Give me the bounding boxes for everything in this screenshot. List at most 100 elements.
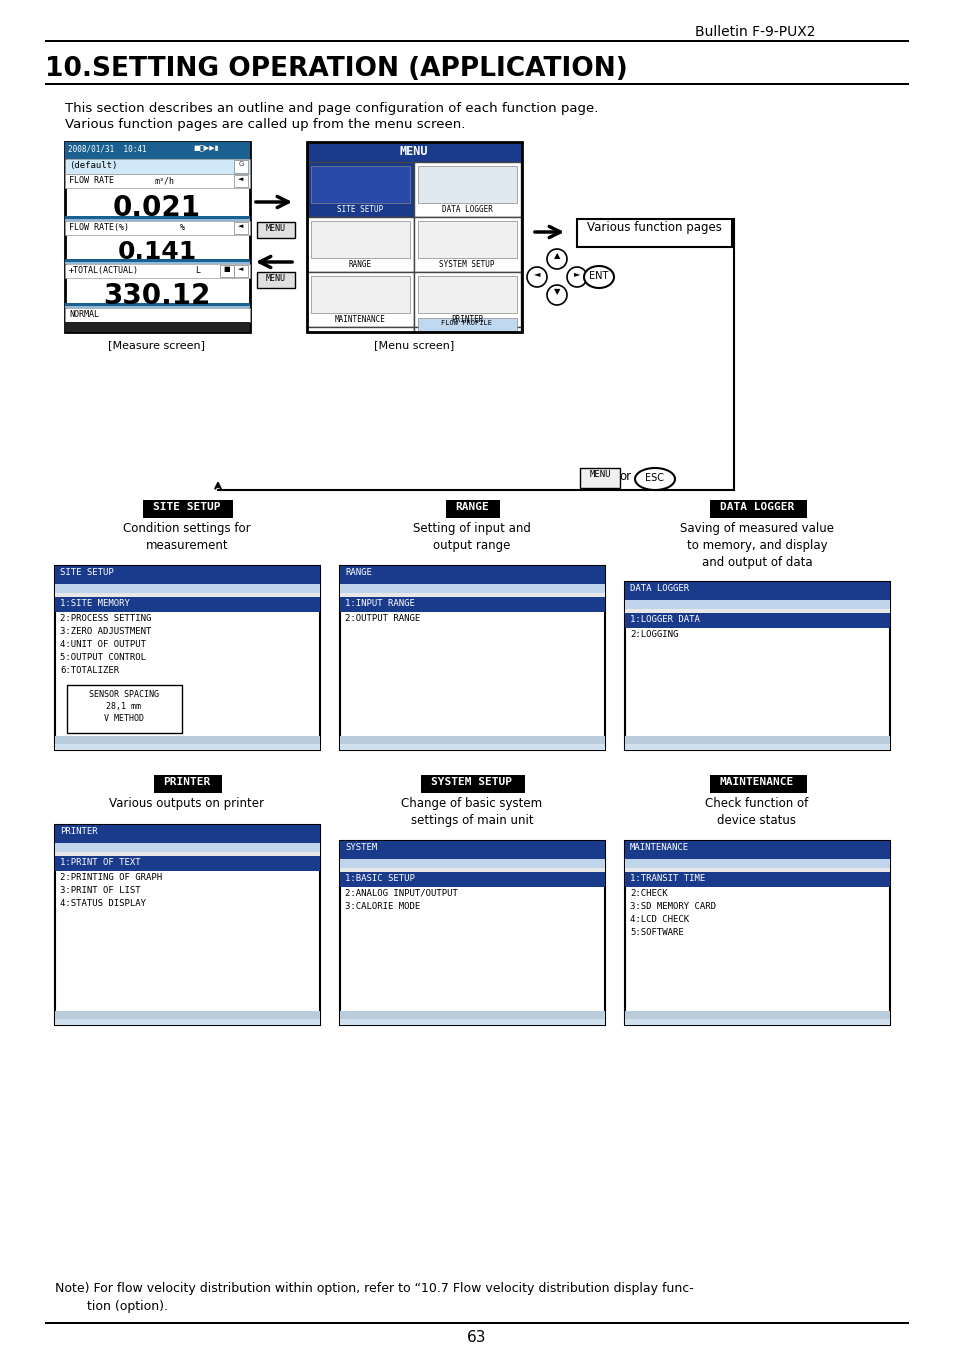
Bar: [624, 859, 889, 867]
Text: Bulletin F-9-PUX2: Bulletin F-9-PUX2: [695, 26, 815, 39]
Bar: [55, 825, 319, 1025]
Bar: [624, 582, 889, 600]
Circle shape: [566, 267, 586, 286]
Bar: [414, 272, 520, 327]
Bar: [624, 1019, 889, 1025]
Text: 5:OUTPUT CONTROL: 5:OUTPUT CONTROL: [60, 653, 146, 662]
Text: FLOW RATE(%): FLOW RATE(%): [69, 223, 129, 232]
Text: ◄: ◄: [238, 176, 243, 182]
Bar: [45, 1323, 908, 1324]
Bar: [414, 218, 520, 272]
Text: SITE SETUP: SITE SETUP: [336, 205, 383, 213]
Bar: [45, 82, 908, 85]
Text: 3:CALORIE MODE: 3:CALORIE MODE: [345, 902, 420, 911]
Text: [Measure screen]: [Measure screen]: [109, 340, 205, 350]
Bar: [624, 842, 889, 859]
Text: DATA LOGGER: DATA LOGGER: [441, 205, 492, 213]
Text: 5:SOFTWARE: 5:SOFTWARE: [629, 928, 683, 938]
Text: Various outputs on printer: Various outputs on printer: [110, 797, 264, 811]
Text: 1:PRINT OF TEXT: 1:PRINT OF TEXT: [60, 858, 140, 867]
Text: [Menu screen]: [Menu screen]: [374, 340, 454, 350]
Bar: [624, 613, 889, 628]
Text: RANGE: RANGE: [455, 503, 488, 512]
Text: MENU: MENU: [589, 470, 610, 480]
Text: MAINTENANCE: MAINTENANCE: [335, 315, 385, 324]
Text: %: %: [180, 223, 185, 232]
Bar: [339, 842, 604, 859]
Text: 1:TRANSIT TIME: 1:TRANSIT TIME: [629, 874, 704, 884]
Bar: [55, 597, 319, 612]
Bar: [55, 843, 319, 852]
Bar: [339, 584, 604, 593]
Bar: [339, 744, 604, 750]
Bar: [307, 142, 521, 162]
Text: 0.141: 0.141: [117, 240, 196, 263]
Text: Check function of
device status: Check function of device status: [704, 797, 808, 827]
Bar: [339, 736, 604, 744]
Bar: [256, 272, 294, 288]
Bar: [65, 259, 250, 262]
Bar: [55, 1011, 319, 1019]
Bar: [339, 859, 604, 867]
Bar: [624, 867, 889, 871]
Bar: [339, 842, 604, 1025]
Bar: [65, 174, 250, 188]
Bar: [65, 322, 250, 332]
Bar: [65, 305, 250, 308]
Bar: [624, 600, 889, 609]
Text: NORMAL: NORMAL: [69, 309, 99, 319]
Bar: [65, 303, 250, 305]
Text: 2:PROCESS SETTING: 2:PROCESS SETTING: [60, 613, 152, 623]
Bar: [45, 41, 908, 42]
Bar: [307, 272, 414, 327]
Text: 2008/01/31  10:41: 2008/01/31 10:41: [68, 145, 147, 153]
Bar: [65, 216, 250, 219]
Text: DATA LOGGER: DATA LOGGER: [720, 503, 793, 512]
Bar: [339, 1019, 604, 1025]
Bar: [624, 736, 889, 744]
Bar: [339, 1011, 604, 1019]
Bar: [233, 265, 248, 277]
Bar: [579, 467, 619, 488]
Text: 1:INPUT RANGE: 1:INPUT RANGE: [345, 598, 415, 608]
Bar: [339, 566, 604, 584]
Text: 2:LOGGING: 2:LOGGING: [629, 630, 678, 639]
Circle shape: [546, 249, 566, 269]
Text: 1:SITE MEMORY: 1:SITE MEMORY: [60, 598, 130, 608]
Text: MENU: MENU: [266, 224, 286, 232]
Bar: [624, 842, 889, 1025]
Text: MENU: MENU: [266, 274, 286, 282]
Bar: [624, 1011, 889, 1019]
Bar: [414, 327, 520, 332]
Bar: [624, 609, 889, 613]
Text: ■: ■: [223, 266, 230, 272]
Circle shape: [526, 267, 546, 286]
Text: SENSOR SPACING
28,1 mm
V METHOD: SENSOR SPACING 28,1 mm V METHOD: [89, 690, 159, 723]
Bar: [65, 142, 250, 332]
Text: 6:TOTALIZER: 6:TOTALIZER: [60, 666, 119, 676]
Text: 3:SD MEMORY CARD: 3:SD MEMORY CARD: [629, 902, 716, 911]
Bar: [339, 593, 604, 597]
Bar: [55, 593, 319, 597]
Text: ◄: ◄: [238, 266, 243, 272]
Ellipse shape: [635, 467, 675, 490]
Text: SYSTEM SETUP: SYSTEM SETUP: [438, 259, 495, 269]
Text: 3:ZERO ADJUSTMENT: 3:ZERO ADJUSTMENT: [60, 627, 152, 636]
Text: Setting of input and
output range: Setting of input and output range: [413, 521, 531, 553]
Bar: [307, 327, 414, 332]
Text: ◄: ◄: [533, 269, 539, 278]
Bar: [65, 142, 250, 159]
Text: Various function pages: Various function pages: [586, 222, 720, 234]
Bar: [417, 222, 517, 258]
Bar: [65, 222, 250, 235]
Bar: [55, 584, 319, 593]
Text: ►: ►: [573, 269, 579, 278]
Bar: [233, 176, 248, 186]
Ellipse shape: [583, 266, 614, 288]
Text: MAINTENANCE: MAINTENANCE: [720, 777, 793, 788]
Bar: [233, 222, 248, 234]
Bar: [311, 166, 410, 203]
Bar: [311, 276, 410, 313]
Bar: [420, 775, 524, 793]
Text: FLOW PROFILE: FLOW PROFILE: [441, 320, 492, 326]
